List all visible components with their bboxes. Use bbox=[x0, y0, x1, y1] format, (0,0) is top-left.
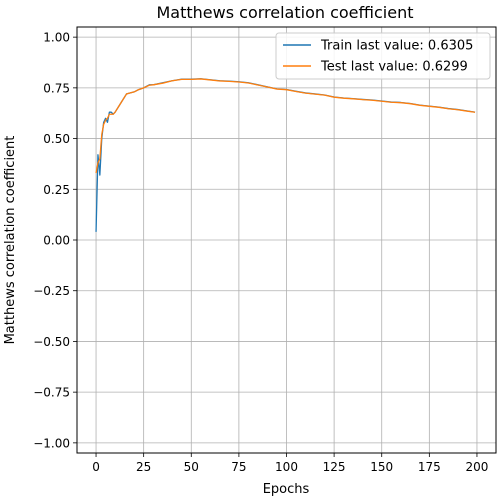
y-tick-label: −0.75 bbox=[33, 386, 70, 400]
x-tick-label: 175 bbox=[418, 460, 441, 474]
grid bbox=[77, 27, 496, 453]
legend-box bbox=[275, 32, 491, 80]
y-ticks: −1.00 −0.75 −0.50 −0.25 0.00 0.25 0.50 0.75 1.00 bbox=[33, 31, 77, 450]
y-tick-label: 0.50 bbox=[43, 132, 70, 146]
y-tick-label: −1.00 bbox=[33, 436, 70, 450]
series-lines bbox=[95, 78, 476, 232]
y-tick-label: 0.00 bbox=[43, 234, 70, 248]
legend: Train last value: 0.6305 Test last value:… bbox=[275, 32, 491, 80]
series-line-train bbox=[95, 78, 476, 232]
y-tick-label: −0.50 bbox=[33, 335, 70, 349]
x-tick-label: 200 bbox=[466, 460, 489, 474]
legend-label: Test last value: 0.6299 bbox=[320, 60, 468, 75]
x-tick-label: 150 bbox=[370, 460, 393, 474]
x-tick-label: 75 bbox=[231, 460, 246, 474]
x-axis-label: Epochs bbox=[263, 482, 310, 497]
y-axis-label: Matthews correlation coefficient bbox=[3, 136, 18, 345]
x-tick-label: 50 bbox=[184, 460, 199, 474]
x-tick-label: 25 bbox=[136, 460, 151, 474]
y-tick-label: 1.00 bbox=[43, 31, 70, 45]
x-ticks: 0 25 50 75 100 125 150 175 200 bbox=[92, 453, 488, 474]
chart-title: Matthews correlation coefficient bbox=[157, 3, 414, 22]
legend-label: Train last value: 0.6305 bbox=[320, 39, 473, 54]
x-tick-label: 100 bbox=[275, 460, 298, 474]
y-tick-label: 0.25 bbox=[43, 183, 70, 197]
y-tick-label: −0.25 bbox=[33, 284, 70, 298]
y-tick-label: 0.75 bbox=[43, 81, 70, 95]
series-line-test bbox=[95, 78, 476, 174]
x-tick-label: 0 bbox=[92, 460, 100, 474]
x-tick-label: 125 bbox=[323, 460, 346, 474]
